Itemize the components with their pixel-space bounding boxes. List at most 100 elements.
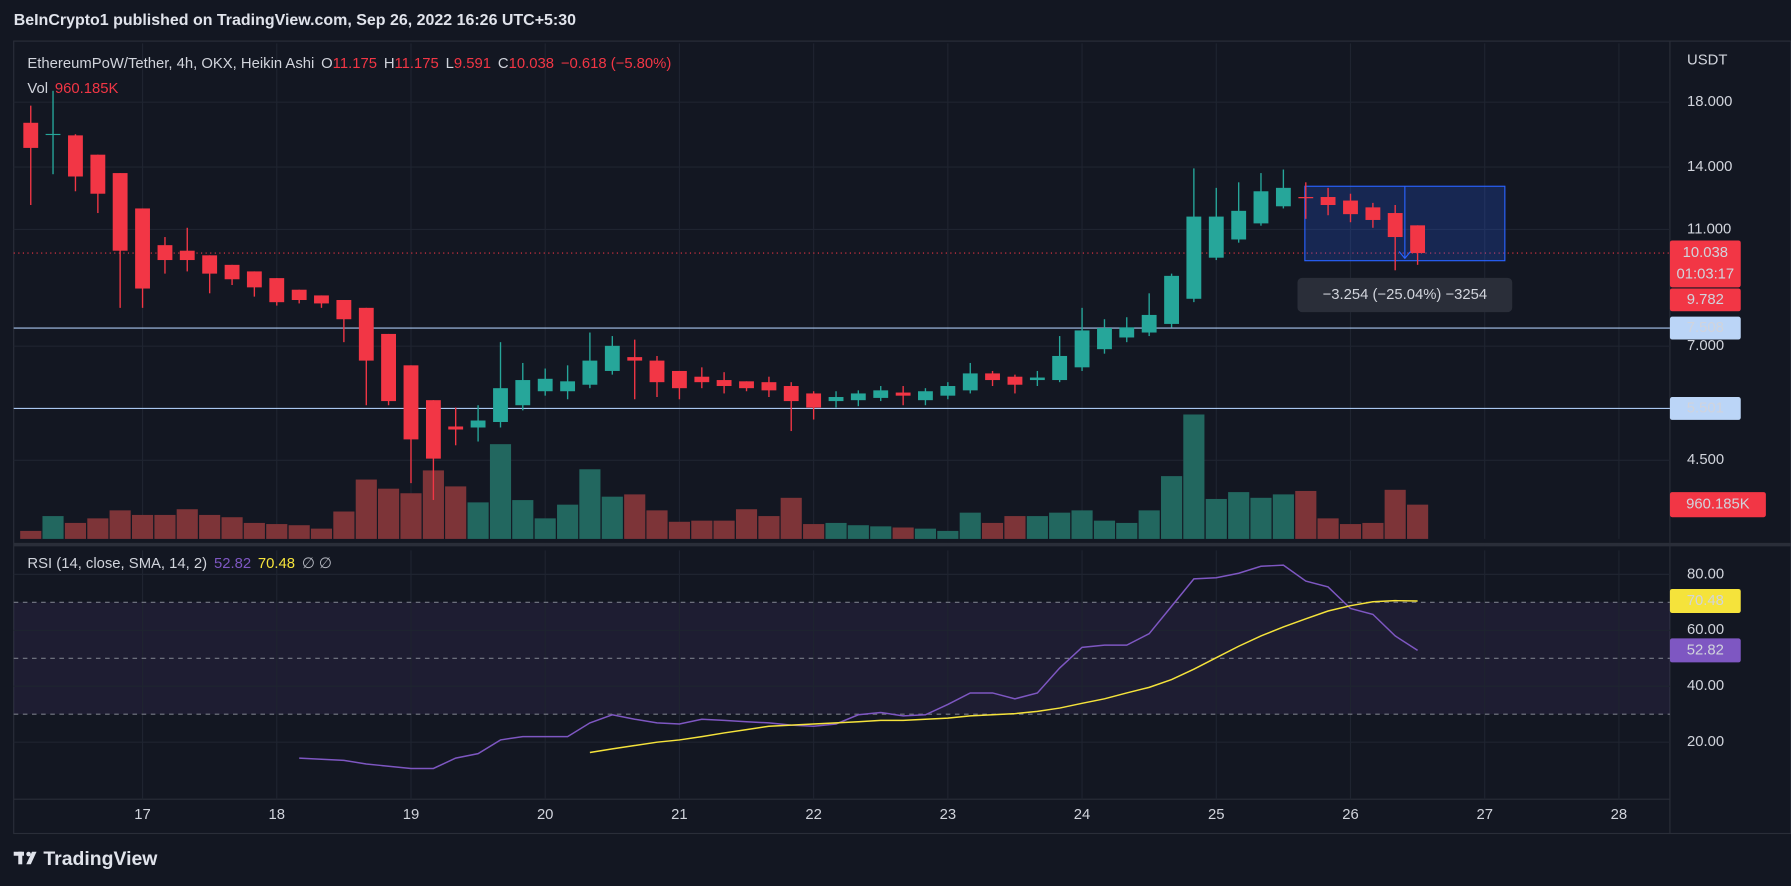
candle-body xyxy=(314,295,329,304)
legend: Vol 960.185K xyxy=(27,81,118,97)
candle-body xyxy=(828,397,844,402)
x-tick-label: 25 xyxy=(1208,807,1225,823)
x-tick-label: 24 xyxy=(1074,807,1091,823)
volume-bar xyxy=(64,522,87,539)
volume-bar xyxy=(1049,512,1071,539)
volume-label: 960.185K xyxy=(1686,497,1750,513)
candle-body xyxy=(45,133,61,136)
candle-body xyxy=(918,391,933,401)
candle-body xyxy=(716,380,732,387)
candle-body xyxy=(1365,207,1381,220)
price-line-label-box xyxy=(1669,397,1741,420)
legend-item: H xyxy=(384,56,395,72)
volume-bar xyxy=(1362,522,1384,539)
legend-item: ∅ ∅ xyxy=(302,556,332,572)
price-line-label: 5.501 xyxy=(1687,400,1724,416)
y-tick-label: 14.000 xyxy=(1687,159,1732,175)
x-tick-label: 23 xyxy=(940,807,957,823)
candle-body xyxy=(336,300,352,320)
legend-item: EthereumPoW/Tether, 4h, OKX, Heikin Ashi xyxy=(27,56,314,72)
volume-bar xyxy=(1116,522,1138,539)
candle-body xyxy=(1074,330,1090,368)
candle-body xyxy=(962,373,978,391)
candle-body xyxy=(850,393,866,401)
legend-item: 11.175 xyxy=(333,56,377,72)
volume-label-box xyxy=(1669,492,1766,518)
logo-shape xyxy=(26,851,31,857)
candle-body xyxy=(582,360,598,385)
candle-body xyxy=(806,393,822,408)
x-tick-label: 20 xyxy=(537,807,554,823)
volume-bar xyxy=(1317,518,1339,539)
volume-bar xyxy=(803,524,825,539)
y-tick-label: 18.000 xyxy=(1687,94,1732,110)
volume-bar xyxy=(42,516,64,539)
candle-body xyxy=(671,370,687,389)
volume-bar xyxy=(1093,520,1116,539)
volume-bar xyxy=(310,528,333,539)
candle-body xyxy=(1387,213,1403,238)
secondary-price-label: 9.782 xyxy=(1687,292,1724,308)
candle-body xyxy=(649,360,665,383)
volume-bar xyxy=(154,514,176,539)
volume-bar xyxy=(1228,492,1250,539)
volume-bar xyxy=(445,486,467,539)
candle-body xyxy=(269,278,285,303)
legend: RSI (14, close, SMA, 14, 2) 52.82 70.48 ∅ ∅ xyxy=(27,556,331,572)
candle-body xyxy=(224,264,240,280)
candle-body xyxy=(1275,187,1291,207)
candle-body xyxy=(23,122,39,148)
volume-bar xyxy=(713,520,735,539)
volume-bar xyxy=(221,517,243,539)
volume-bar xyxy=(1071,510,1093,539)
candle-body xyxy=(1029,377,1045,381)
candle-body xyxy=(627,357,643,361)
price-line-label: 7.508 xyxy=(1687,320,1724,336)
candle-body xyxy=(739,381,754,389)
volume-bar xyxy=(825,522,847,539)
candle-body xyxy=(985,373,1000,381)
volume-bar xyxy=(199,514,221,539)
candle-body xyxy=(425,400,441,459)
volume-bar xyxy=(489,444,512,539)
volume-bar xyxy=(131,514,154,539)
measure-label-box xyxy=(1297,277,1513,313)
candle-body xyxy=(1164,275,1180,324)
candle-body xyxy=(403,365,419,440)
volume-bar xyxy=(646,510,668,539)
rsi-value-label: 52.82 xyxy=(1687,642,1724,658)
measure-label: −3.254 (−25.04%) −3254 xyxy=(1323,287,1488,303)
measure-arrowhead xyxy=(1398,251,1411,260)
candle-body xyxy=(1186,216,1202,299)
candle-body xyxy=(135,208,150,289)
y-tick-label: 7.000 xyxy=(1687,338,1724,354)
legend-item: 52.82 xyxy=(214,556,251,572)
volume-bar xyxy=(735,509,758,539)
candle-body xyxy=(202,255,218,274)
x-tick-label: 26 xyxy=(1342,807,1359,823)
candle-body xyxy=(90,154,106,194)
candle-body xyxy=(940,386,956,396)
volume-bar xyxy=(691,520,713,539)
candle-body xyxy=(895,392,911,396)
candle-body xyxy=(694,376,710,383)
volume-bar xyxy=(1250,497,1272,539)
volume-bar xyxy=(534,518,556,539)
candle-body xyxy=(1208,216,1224,258)
publisher: BeInCrypto1 published on TradingView.com… xyxy=(14,12,576,29)
volume-bar xyxy=(109,510,131,539)
volume-bar xyxy=(870,526,892,539)
frame xyxy=(13,40,1791,835)
volume-bar xyxy=(243,522,265,539)
x-tick-label: 17 xyxy=(134,807,151,823)
volume-bar xyxy=(288,525,310,539)
candle-body xyxy=(1298,197,1314,199)
legend-item: 9.591 xyxy=(454,56,491,72)
last-price-box xyxy=(1669,240,1741,288)
candle-body xyxy=(537,378,553,392)
x-tick-label: 22 xyxy=(805,807,822,823)
volume-bar xyxy=(1004,516,1026,539)
candle-body xyxy=(1007,376,1023,385)
y-tick-label: 4.500 xyxy=(1687,452,1724,468)
